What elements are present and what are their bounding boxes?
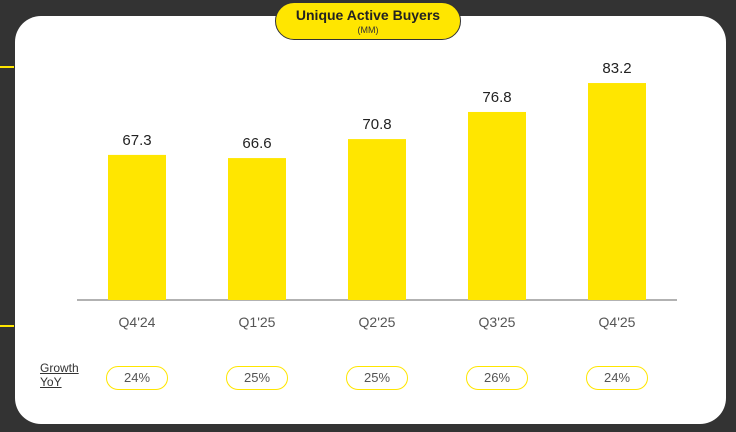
bar xyxy=(588,83,646,300)
data-label: 70.8 xyxy=(362,116,391,133)
growth-yoy-badge: 25% xyxy=(346,366,408,390)
growth-yoy-badge: 26% xyxy=(466,366,528,390)
data-label: 76.8 xyxy=(482,89,511,106)
bar xyxy=(228,158,286,300)
x-tick-label: Q3'25 xyxy=(479,314,516,330)
decorative-line xyxy=(0,66,14,68)
x-tick-label: Q4'24 xyxy=(119,314,156,330)
bar xyxy=(348,139,406,300)
data-label: 66.6 xyxy=(242,135,271,152)
growth-yoy-badge: 24% xyxy=(586,366,648,390)
chart-title: Unique Active Buyers xyxy=(295,7,441,23)
growth-label-line2: YoY xyxy=(40,375,62,389)
chart-subtitle: (MM) xyxy=(357,25,379,35)
data-label: 67.3 xyxy=(122,132,151,149)
x-tick-label: Q1'25 xyxy=(239,314,276,330)
growth-yoy-badge: 25% xyxy=(226,366,288,390)
growth-yoy-badge: 24% xyxy=(106,366,168,390)
x-tick-label: Q2'25 xyxy=(359,314,396,330)
x-tick-label: Q4'25 xyxy=(599,314,636,330)
data-label: 83.2 xyxy=(602,60,631,77)
bar xyxy=(468,111,526,300)
bar xyxy=(108,154,166,300)
growth-yoy-label: Growth YoY xyxy=(40,361,79,389)
growth-label-line1: Growth xyxy=(40,361,79,375)
chart-title-badge: Unique Active Buyers (MM) xyxy=(275,2,461,40)
decorative-line xyxy=(0,325,14,327)
